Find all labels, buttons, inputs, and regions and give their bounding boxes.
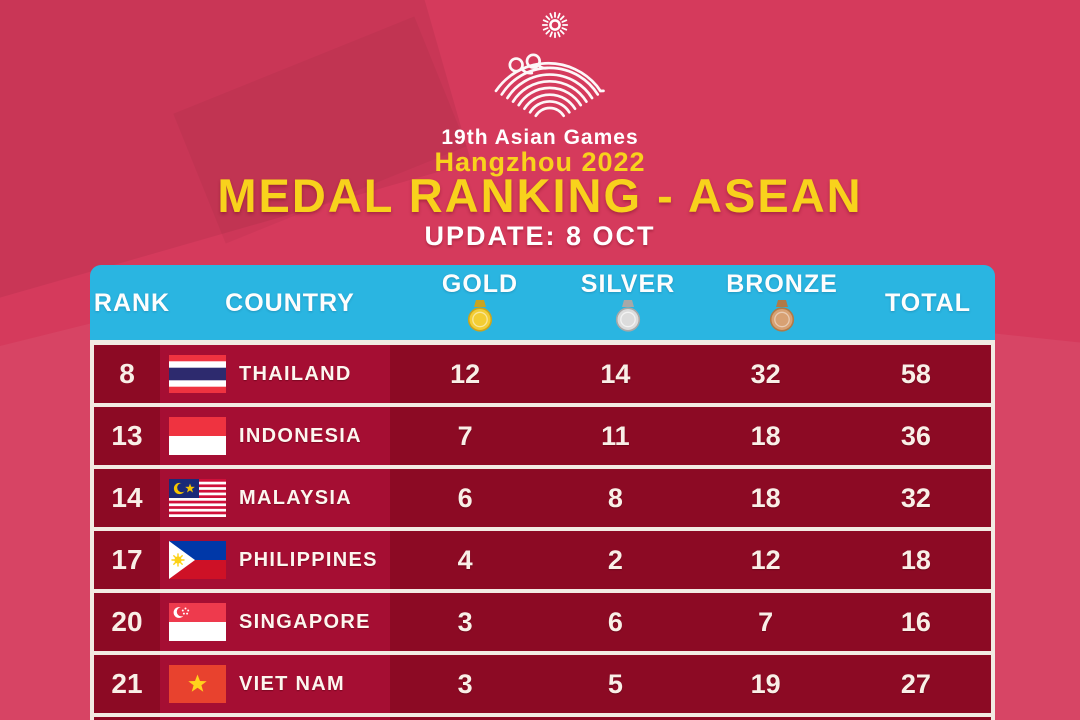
update-date: UPDATE: 8 OCT xyxy=(424,221,656,251)
gold-count: 6 xyxy=(457,482,473,513)
silver-count: 11 xyxy=(601,420,630,451)
silver-medal-icon xyxy=(615,300,641,332)
vietnam-flag-icon xyxy=(169,665,226,703)
bronze-medal-icon xyxy=(769,300,795,332)
country-cell xyxy=(160,717,390,720)
rank-value: 14 xyxy=(111,482,143,513)
country-cell: THAILAND xyxy=(160,345,390,403)
country-name: MALAYSIA xyxy=(239,486,353,509)
thailand-flag-icon xyxy=(169,355,226,393)
rank-value: 20 xyxy=(111,606,143,637)
table-row-singapore: 20 xyxy=(94,593,991,651)
silver-count: 6 xyxy=(607,606,623,637)
table-row-partial xyxy=(94,717,991,720)
rank-value: 13 xyxy=(111,420,143,451)
gold-count: 4 xyxy=(457,544,473,575)
singapore-flag-icon xyxy=(169,603,226,641)
col-rank: RANK xyxy=(93,289,171,317)
table-header: RANK COUNTRY GOLD SILVER BRONZE TOTAL xyxy=(90,265,995,340)
philippines-flag-icon xyxy=(169,541,226,579)
gold-count: 12 xyxy=(450,358,481,389)
rank-value: 17 xyxy=(111,544,143,575)
rank-value: 21 xyxy=(111,668,143,699)
col-gold: GOLD xyxy=(441,270,519,298)
col-silver: SILVER xyxy=(580,270,676,298)
table-row-vietnam: 21 VIET NAM 3 5 19 27 xyxy=(94,655,991,713)
country-name: PHILIPPINES xyxy=(239,548,378,571)
country-cell: PHILIPPINES xyxy=(160,531,390,589)
medal-table: RANK COUNTRY GOLD SILVER BRONZE TOTAL xyxy=(90,265,995,720)
table-row-malaysia: 14 xyxy=(94,469,991,527)
bronze-count: 12 xyxy=(750,544,781,575)
silver-count: 8 xyxy=(607,482,623,513)
country-cell: SINGAPORE xyxy=(160,593,390,651)
silver-count: 2 xyxy=(607,544,623,575)
event-edition: Hangzhou 2022 xyxy=(434,147,646,177)
col-total: TOTAL xyxy=(884,289,972,317)
total-count: 58 xyxy=(900,358,931,389)
rank-value: 8 xyxy=(119,358,135,389)
country-cell: INDONESIA xyxy=(160,407,390,465)
bronze-count: 18 xyxy=(750,420,781,451)
table-row-thailand: 8 THAILAND 12 14 32 58 xyxy=(94,345,991,403)
country-name: VIET NAM xyxy=(239,672,345,695)
asian-games-sun-icon xyxy=(541,11,569,39)
country-cell: MALAYSIA xyxy=(160,469,390,527)
event-name: 19th Asian Games xyxy=(441,126,639,149)
gold-medal-icon xyxy=(467,300,493,332)
hangzhou-2022-fan-emblem xyxy=(494,53,605,118)
country-name: THAILAND xyxy=(239,362,352,385)
silver-count: 5 xyxy=(607,668,623,699)
table-row-philippines: 17 PHILIP xyxy=(94,531,991,589)
bronze-count: 18 xyxy=(750,482,781,513)
bronze-count: 32 xyxy=(750,358,781,389)
gold-count: 7 xyxy=(457,420,473,451)
indonesia-flag-icon xyxy=(169,417,226,455)
country-name: INDONESIA xyxy=(239,424,362,447)
col-country: COUNTRY xyxy=(225,289,355,317)
bronze-count: 7 xyxy=(758,606,774,637)
total-count: 32 xyxy=(900,482,931,513)
table-body: 8 THAILAND 12 14 32 58 1 xyxy=(90,340,995,720)
malaysia-flag-icon xyxy=(169,479,226,517)
total-count: 27 xyxy=(900,668,931,699)
bronze-count: 19 xyxy=(750,668,781,699)
silver-count: 14 xyxy=(600,358,631,389)
total-count: 16 xyxy=(900,606,931,637)
gold-count: 3 xyxy=(457,606,473,637)
gold-count: 3 xyxy=(457,668,473,699)
table-row-indonesia: 13 INDONESIA 7 11 18 36 xyxy=(94,407,991,465)
total-count: 18 xyxy=(900,544,931,575)
total-count: 36 xyxy=(900,420,931,451)
country-cell: VIET NAM xyxy=(160,655,390,713)
col-bronze: BRONZE xyxy=(726,270,838,298)
country-name: SINGAPORE xyxy=(239,610,371,633)
poster-title: MEDAL RANKING - ASEAN xyxy=(217,169,863,222)
